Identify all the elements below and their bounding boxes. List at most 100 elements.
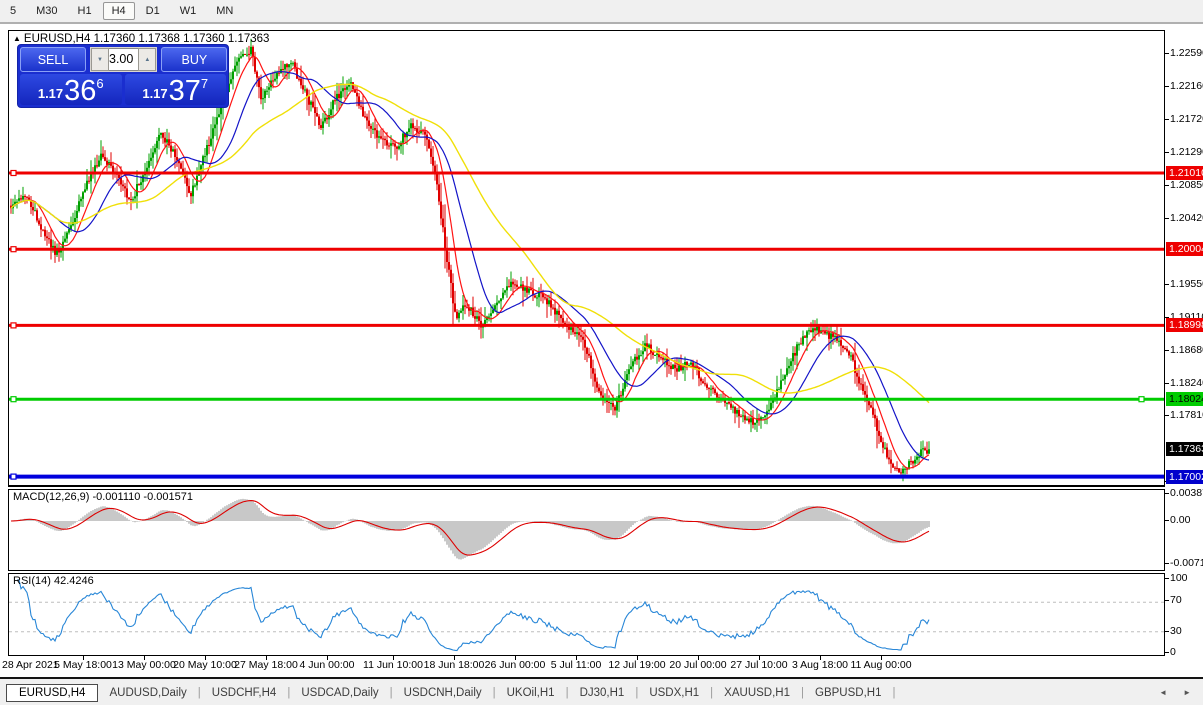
hline-anchor bbox=[1138, 396, 1145, 403]
current-price-label: 1.17363 bbox=[1166, 442, 1203, 457]
date-tick-label: 4 Jun 00:00 bbox=[299, 659, 355, 671]
date-tick-mark bbox=[515, 656, 516, 660]
candlestick-chart[interactable] bbox=[9, 31, 1164, 484]
timeframe-button-mn[interactable]: MN bbox=[216, 5, 234, 17]
bid-pip-digit: 6 bbox=[96, 76, 104, 91]
date-tick-label: 11 Jun 10:00 bbox=[363, 659, 423, 671]
ask-pip-digit: 7 bbox=[200, 76, 209, 91]
date-tick-mark bbox=[637, 656, 638, 660]
date-tick-label: 11 Aug 00:00 bbox=[850, 659, 912, 671]
chart-tab-usdcad-daily[interactable]: USDCAD,Daily bbox=[301, 687, 379, 699]
hline-anchor bbox=[10, 396, 17, 403]
tab-separator: | bbox=[492, 687, 496, 699]
down-candle-bodies bbox=[10, 46, 928, 474]
date-tick-label: 5 Jul 11:00 bbox=[550, 659, 602, 671]
chart-tab-bar: EURUSD,H4 AUDUSD,Daily | USDCHF,H4 | USDCAD,D… bbox=[0, 677, 1203, 705]
chart-tab-xauusd-h1[interactable]: XAUUSD,H1 bbox=[724, 687, 790, 699]
date-tick-mark bbox=[393, 656, 394, 660]
hline-anchor bbox=[10, 322, 17, 329]
rsi-axis-tick: 70 bbox=[1165, 594, 1182, 607]
chart-tab-gbpusd-h1[interactable]: GBPUSD,H1 bbox=[815, 687, 882, 699]
bid-prefix: 1.17 bbox=[37, 86, 64, 101]
date-tick-mark bbox=[83, 656, 84, 660]
date-tick-mark bbox=[820, 656, 821, 660]
price-tick: 1.21290 bbox=[1165, 146, 1203, 159]
price-label-1.17002: 1.17002 bbox=[1166, 469, 1203, 484]
macd-axis-tick: 0.00387 bbox=[1165, 487, 1203, 500]
price-tick: 1.22590 bbox=[1165, 47, 1203, 60]
hline-anchor bbox=[10, 246, 17, 253]
chart-tab-usdchf-h4[interactable]: USDCHF,H4 bbox=[211, 687, 277, 699]
bid-big-digits: 36 bbox=[64, 75, 97, 107]
sell-button[interactable]: SELL bbox=[20, 47, 86, 72]
date-tick-mark bbox=[327, 656, 328, 660]
date-tick-mark bbox=[698, 656, 699, 660]
tab-separator: | bbox=[801, 687, 804, 699]
rsi-chart[interactable] bbox=[9, 574, 1164, 655]
macd-indicator-panel[interactable] bbox=[8, 489, 1165, 571]
moving-average-10 bbox=[10, 55, 930, 469]
ask-prefix: 1.17 bbox=[142, 86, 168, 101]
timeframe-button-5[interactable]: 5 bbox=[10, 5, 17, 17]
tab-separator: | bbox=[892, 687, 896, 699]
triangle-down-icon: ▼ bbox=[97, 56, 103, 63]
chart-tab-dj30-h1[interactable]: DJ30,H1 bbox=[579, 687, 625, 699]
price-tick: 1.18680 bbox=[1165, 344, 1203, 357]
chart-tab-usdcnh-daily[interactable]: USDCNH,Daily bbox=[403, 687, 482, 699]
date-tick-label: 20 Jul 00:00 bbox=[669, 659, 727, 671]
macd-signal-line bbox=[10, 500, 930, 556]
timeframe-button-h4[interactable]: H4 bbox=[102, 2, 135, 20]
price-label-1.18024: 1.18024 bbox=[1166, 392, 1203, 407]
hline-anchor bbox=[10, 169, 17, 177]
lot-decrease-button[interactable]: ▼ bbox=[91, 48, 109, 71]
lot-size-spinner: ▼ 3.00 ▲ bbox=[90, 47, 158, 72]
date-tick-label: 20 May 10:00 bbox=[173, 659, 237, 671]
tab-separator: | bbox=[287, 687, 291, 699]
date-tick-label: 27 May 18:00 bbox=[234, 659, 298, 671]
macd-axis-tick: -0.00719 bbox=[1164, 557, 1203, 570]
price-label-1.20004: 1.20004 bbox=[1166, 242, 1203, 257]
timeframe-button-h1[interactable]: H1 bbox=[77, 5, 92, 17]
macd-chart[interactable] bbox=[9, 490, 1164, 570]
bid-price-display[interactable]: 1.17 36 6 bbox=[20, 74, 122, 107]
chart-title-text: EURUSD,H4 1.17360 1.17368 1.17360 1.1736… bbox=[23, 33, 270, 45]
chart-tab-eurusd-h4[interactable]: EURUSD,H4 bbox=[6, 684, 99, 702]
tab-scroll-left-icon[interactable]: ◄ bbox=[1159, 688, 1167, 697]
up-candle-bodies bbox=[12, 46, 930, 474]
chart-tab-ukoil-h1[interactable]: UKOil,H1 bbox=[506, 687, 555, 699]
macd-title: MACD(12,26,9) -0.001110 -0.001571 bbox=[13, 491, 193, 503]
macd-histogram bbox=[12, 498, 930, 560]
date-tick-mark bbox=[759, 656, 760, 660]
date-tick-mark bbox=[576, 656, 577, 660]
price-tick: 1.18240 bbox=[1165, 377, 1203, 390]
rsi-indicator-panel[interactable] bbox=[8, 573, 1165, 656]
tab-scroll-right-icon[interactable]: ► bbox=[1183, 688, 1191, 697]
price-label-1.18998: 1.18998 bbox=[1166, 318, 1203, 333]
chart-tab-audusd-daily[interactable]: AUDUSD,Daily bbox=[109, 687, 187, 699]
timeframe-button-w1[interactable]: W1 bbox=[179, 5, 197, 17]
timeframe-button-d1[interactable]: D1 bbox=[145, 5, 160, 17]
price-label-1.21010: 1.21010 bbox=[1166, 166, 1203, 180]
date-tick-label: 18 Jun 18:00 bbox=[423, 659, 485, 671]
chart-title: ▲ EURUSD,H4 1.17360 1.17368 1.17360 1.173… bbox=[13, 33, 269, 45]
date-tick-label: 3 Aug 18:00 bbox=[791, 659, 849, 671]
price-tick: 1.20850 bbox=[1165, 179, 1203, 192]
triangle-up-icon: ▲ bbox=[144, 56, 151, 63]
rsi-title: RSI(14) 42.4246 bbox=[13, 575, 94, 587]
date-tick-label: 13 May 00:00 bbox=[112, 659, 176, 671]
lot-size-field[interactable]: 3.00 bbox=[109, 48, 139, 71]
timeframe-button-m30[interactable]: M30 bbox=[36, 5, 58, 17]
rsi-axis-tick: 100 bbox=[1165, 572, 1188, 585]
chart-tab-usdx-h1[interactable]: USDX,H1 bbox=[649, 687, 700, 699]
lot-increase-button[interactable]: ▲ bbox=[138, 48, 157, 71]
macd-axis-tick: 0.00 bbox=[1164, 514, 1191, 527]
rsi-line bbox=[17, 579, 930, 652]
buy-button[interactable]: BUY bbox=[161, 47, 228, 72]
date-tick-label: 28 Apr 2021 bbox=[2, 659, 59, 671]
ask-price-display[interactable]: 1.17 37 7 bbox=[124, 74, 226, 106]
price-tick: 1.21720 bbox=[1165, 113, 1203, 126]
collapse-triangle-icon[interactable]: ▲ bbox=[13, 34, 21, 43]
date-tick-mark bbox=[144, 656, 145, 660]
tab-separator: | bbox=[635, 687, 639, 699]
